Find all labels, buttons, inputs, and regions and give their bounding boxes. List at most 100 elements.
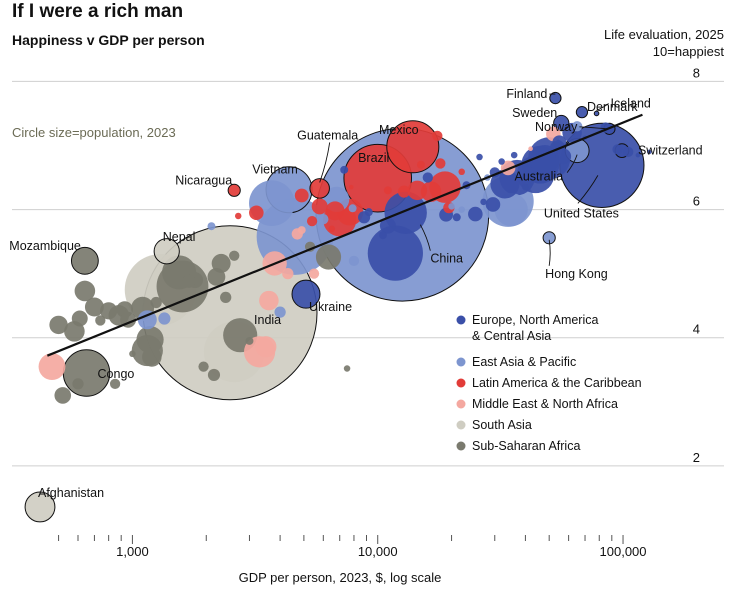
point-europe xyxy=(498,158,505,165)
point-africa xyxy=(72,378,84,390)
leader-iceland xyxy=(596,103,609,111)
point-africa xyxy=(142,347,162,367)
point-nepal xyxy=(153,238,180,265)
x-axis-label: GDP per person, 2023, $, log scale xyxy=(239,570,442,585)
legend: Europe, North America & Central Asia East … xyxy=(456,313,642,453)
legend-swatch-mena xyxy=(456,399,466,409)
point-latam xyxy=(416,160,425,169)
label-hong-kong: Hong Kong xyxy=(545,267,608,281)
point-mena xyxy=(528,146,533,151)
label-mozambique: Mozambique xyxy=(9,239,81,253)
x-tick-label-10000: 10,000 xyxy=(358,544,398,559)
legend-label-europe: & Central Asia xyxy=(472,329,551,343)
point-iceland xyxy=(593,110,600,117)
point-africa xyxy=(198,361,209,372)
point-africa xyxy=(71,310,88,327)
point-mozambique xyxy=(70,246,99,275)
point-mena xyxy=(308,268,320,279)
point-mena xyxy=(38,353,66,380)
point-sweden xyxy=(553,114,570,132)
point-latam xyxy=(294,188,309,203)
chart-title: If I were a rich man xyxy=(12,1,183,22)
label-brazil: Brazil xyxy=(358,151,389,165)
leader-hong-kong xyxy=(548,239,551,266)
chart-subtitle: Happiness v GDP per person xyxy=(12,32,205,48)
point-africa xyxy=(54,387,72,404)
point-europe xyxy=(623,146,634,158)
point-eastasia xyxy=(348,204,357,213)
point-africa xyxy=(49,315,68,335)
trend-line xyxy=(46,113,643,357)
leader-norway xyxy=(579,126,608,130)
point-labels: Afghanistan Congo Mozambique Nepal India Ukra… xyxy=(9,87,702,500)
legend-label-eastasia: East Asia & Pacific xyxy=(472,355,576,369)
point-africa xyxy=(95,315,106,326)
point-latam xyxy=(348,184,354,190)
point-afghanistan xyxy=(24,491,56,523)
point-latam xyxy=(325,201,345,221)
label-nicaragua: Nicaragua xyxy=(175,173,232,187)
point-africa xyxy=(207,368,221,382)
point-mena xyxy=(297,226,306,235)
legend-label-europe: Europe, North America xyxy=(472,313,598,327)
point-africa xyxy=(74,280,96,302)
x-tick-label-100000: 100,000 xyxy=(600,544,647,559)
legend-swatch-latam xyxy=(456,378,466,388)
point-denmark xyxy=(575,106,589,119)
y-axis-title-line-2: 10=happiest xyxy=(653,44,725,59)
point-mena xyxy=(282,268,294,280)
point-mexico xyxy=(386,120,440,174)
point-europe xyxy=(647,149,652,155)
point-hong-kong xyxy=(542,231,556,245)
y-tick-label-4: 4 xyxy=(693,322,700,337)
point-eastasia xyxy=(458,206,465,213)
point-eastasia xyxy=(348,255,360,266)
point-latam xyxy=(397,185,411,198)
leader-guatemala xyxy=(319,142,331,183)
point-eastasia xyxy=(571,121,583,132)
point-europe xyxy=(490,169,520,199)
point-ukraine xyxy=(291,279,321,309)
label-ukraine: Ukraine xyxy=(309,300,352,314)
point-europe xyxy=(480,198,487,206)
point-nicaragua xyxy=(227,183,241,197)
leader-united-states xyxy=(577,175,599,204)
point-europe xyxy=(522,183,529,191)
point-latam xyxy=(306,215,318,227)
point-africa xyxy=(84,297,104,317)
point-mena xyxy=(255,336,277,358)
legend-swatch-africa xyxy=(456,441,466,451)
size-note: Circle size=population, 2023 xyxy=(12,125,176,140)
point-latam xyxy=(311,198,328,215)
leader-china xyxy=(419,224,431,251)
point-latam xyxy=(432,130,443,142)
leader-australia xyxy=(566,154,578,173)
point-eastasia xyxy=(207,222,216,231)
point-africa xyxy=(245,336,254,345)
label-guatemala: Guatemala xyxy=(297,128,358,142)
label-china: China xyxy=(430,252,463,266)
point-europe xyxy=(422,172,433,183)
point-europe xyxy=(612,144,623,155)
legend-label-africa: Sub-Saharan Africa xyxy=(472,439,580,453)
point-europe xyxy=(635,152,641,158)
point-guatemala xyxy=(309,178,330,199)
point-africa xyxy=(150,296,162,309)
x-axis-ticks: 1,000 10,000 100,000 xyxy=(58,535,647,559)
point-africa xyxy=(343,365,351,372)
point-africa xyxy=(229,250,240,261)
point-africa xyxy=(100,302,118,320)
point-latam xyxy=(383,186,392,195)
point-europe xyxy=(378,231,387,240)
point-europe xyxy=(476,153,483,161)
point-latam xyxy=(234,212,242,220)
point-africa xyxy=(129,350,136,358)
legend-label-latam: Latin America & the Caribbean xyxy=(472,376,642,390)
label-afghanistan: Afghanistan xyxy=(38,486,104,500)
label-vietnam: Vietnam xyxy=(252,163,298,177)
legend-label-mena: Middle East & North Africa xyxy=(472,397,618,411)
point-africa xyxy=(109,378,121,390)
point-latam xyxy=(328,225,336,233)
point-europe xyxy=(485,197,501,212)
